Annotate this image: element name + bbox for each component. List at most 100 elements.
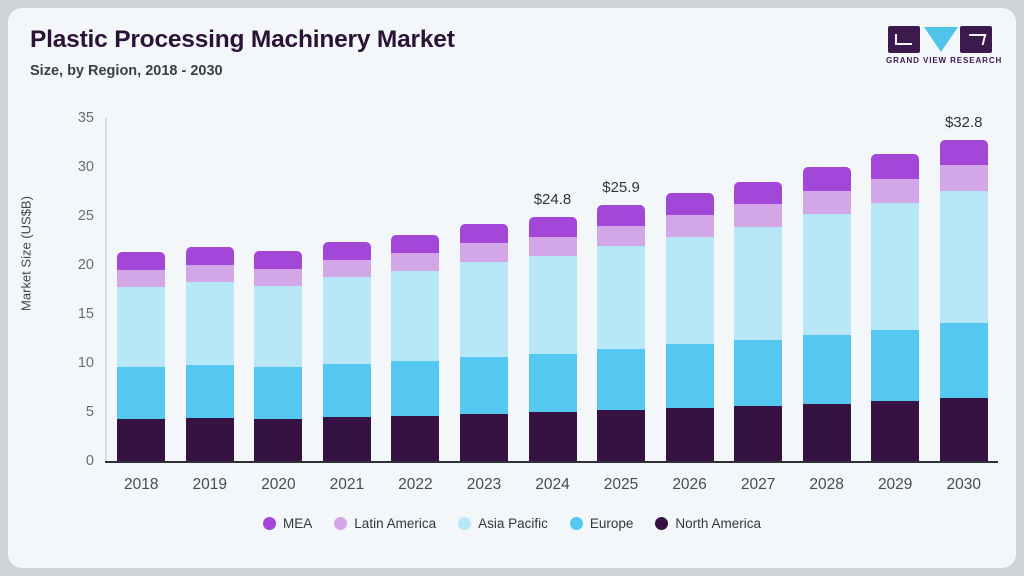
bar-stack[interactable]: [597, 118, 646, 461]
logo-g-block-icon: [888, 26, 920, 53]
chart-header: Plastic Processing Machinery Market Size…: [8, 8, 1016, 92]
bar-segment-north-america[interactable]: [871, 401, 920, 461]
bar-stack[interactable]: [734, 118, 783, 461]
bar-segment-europe[interactable]: [117, 366, 166, 419]
bar-segment-asia-pacific[interactable]: [254, 285, 303, 367]
bar-segment-mea[interactable]: [391, 234, 440, 254]
bar-segment-asia-pacific[interactable]: [391, 270, 440, 362]
bar-segment-europe[interactable]: [734, 340, 783, 407]
x-axis-tick-label: 2030: [946, 476, 981, 493]
bar-segment-north-america[interactable]: [528, 412, 577, 461]
page-subtitle: Size, by Region, 2018 - 2030: [30, 63, 223, 79]
bar-segment-asia-pacific[interactable]: [528, 256, 577, 355]
bar-stack[interactable]: [528, 118, 577, 461]
bar-stack[interactable]: [254, 118, 303, 461]
bar-segment-europe[interactable]: [254, 366, 303, 419]
bar-segment-mea[interactable]: [254, 251, 303, 269]
bar-segment-north-america[interactable]: [391, 415, 440, 461]
bar-segment-latin-america[interactable]: [939, 165, 988, 191]
bar-segment-north-america[interactable]: [939, 398, 988, 461]
x-axis-tick-label: 2025: [603, 476, 639, 493]
bar-segment-asia-pacific[interactable]: [939, 190, 988, 323]
bar-segment-north-america[interactable]: [665, 408, 714, 461]
x-axis-tick-label: 2018: [124, 476, 159, 493]
bar-segment-europe[interactable]: [459, 357, 508, 414]
bar-segment-north-america[interactable]: [254, 418, 303, 461]
bar-segment-north-america[interactable]: [802, 404, 851, 461]
bar-segment-asia-pacific[interactable]: [322, 276, 371, 364]
bar-segment-mea[interactable]: [185, 247, 234, 265]
bar-segment-north-america[interactable]: [734, 406, 783, 461]
logo-wordmark: GRAND VIEW RESEARCH: [886, 56, 1003, 65]
x-axis-tick-label: 2021: [329, 476, 365, 493]
bar-stack[interactable]: [802, 118, 851, 461]
bar-segment-latin-america[interactable]: [322, 260, 371, 277]
bar-segment-mea[interactable]: [665, 193, 714, 216]
bar-segment-asia-pacific[interactable]: [871, 203, 920, 330]
bar-segment-asia-pacific[interactable]: [802, 214, 851, 335]
bar-segment-mea[interactable]: [939, 139, 988, 166]
bar-segment-europe[interactable]: [391, 361, 440, 416]
legend-item-asia-pacific[interactable]: Asia Pacific: [458, 516, 548, 531]
legend-item-latin-america[interactable]: Latin America: [334, 516, 436, 531]
bar-value-label: $25.9: [602, 179, 640, 197]
bar-segment-europe[interactable]: [322, 364, 371, 417]
bar-stack[interactable]: [117, 118, 166, 461]
bar-segment-mea[interactable]: [459, 223, 508, 244]
bar-segment-asia-pacific[interactable]: [665, 236, 714, 345]
bar-segment-asia-pacific[interactable]: [185, 281, 234, 365]
bar-segment-asia-pacific[interactable]: [597, 246, 646, 350]
bar-segment-mea[interactable]: [117, 252, 166, 270]
bar-segment-latin-america[interactable]: [254, 268, 303, 286]
bar-segment-latin-america[interactable]: [528, 236, 577, 257]
bar-segment-mea[interactable]: [734, 181, 783, 205]
chart-legend: MEA Latin America Asia Pacific Europe North …: [8, 516, 1016, 531]
x-axis-line: [105, 461, 998, 463]
bar-segment-latin-america[interactable]: [185, 265, 234, 282]
bar-segment-latin-america[interactable]: [665, 215, 714, 237]
bar-segment-latin-america[interactable]: [391, 253, 440, 271]
bar-segment-north-america[interactable]: [597, 410, 646, 461]
bar-stack[interactable]: [665, 118, 714, 461]
bar-segment-mea[interactable]: [597, 205, 646, 226]
bar-segment-north-america[interactable]: [459, 413, 508, 461]
bar-stack[interactable]: [322, 118, 371, 461]
bar-segment-asia-pacific[interactable]: [117, 286, 166, 367]
legend-label: Europe: [589, 516, 634, 531]
bar-stack[interactable]: [459, 118, 508, 461]
bar-segment-latin-america[interactable]: [802, 190, 851, 215]
bar-segment-europe[interactable]: [871, 329, 920, 402]
legend-item-mea[interactable]: MEA: [263, 516, 312, 531]
bar-segment-north-america[interactable]: [185, 417, 234, 461]
bar-stack[interactable]: [939, 118, 988, 461]
legend-item-europe[interactable]: Europe: [569, 516, 634, 531]
bar-segment-latin-america[interactable]: [459, 243, 508, 263]
bar-stack[interactable]: [871, 118, 920, 461]
logo-v-triangle-icon: [924, 27, 958, 52]
bar-segment-mea[interactable]: [322, 242, 371, 261]
bar-segment-latin-america[interactable]: [597, 225, 646, 247]
y-axis-tick-label: 30: [77, 159, 94, 175]
bar-segment-europe[interactable]: [939, 322, 988, 399]
bar-segment-europe[interactable]: [802, 334, 851, 405]
bar-segment-europe[interactable]: [185, 364, 234, 418]
bar-segment-asia-pacific[interactable]: [459, 262, 508, 358]
bar-stack[interactable]: [391, 118, 440, 461]
bar-segment-north-america[interactable]: [322, 416, 371, 461]
bar-segment-asia-pacific[interactable]: [734, 226, 783, 341]
bar-segment-europe[interactable]: [597, 349, 646, 411]
bar-segment-europe[interactable]: [528, 354, 577, 412]
bar-segment-mea[interactable]: [528, 217, 577, 237]
bar-segment-mea[interactable]: [871, 154, 920, 179]
bar-segment-north-america[interactable]: [117, 418, 166, 461]
bar-segment-europe[interactable]: [665, 344, 714, 409]
bar-segment-latin-america[interactable]: [871, 178, 920, 204]
x-axis-tick-label: 2024: [535, 476, 570, 493]
bar-stack[interactable]: [185, 118, 234, 461]
bar-value-label: $32.8: [944, 113, 983, 131]
bar-segment-latin-america[interactable]: [117, 269, 166, 287]
bar-segment-latin-america[interactable]: [734, 204, 783, 227]
legend-item-north-america[interactable]: North America: [655, 516, 761, 531]
legend-swatch-icon: [655, 517, 669, 530]
bar-segment-mea[interactable]: [802, 167, 851, 191]
